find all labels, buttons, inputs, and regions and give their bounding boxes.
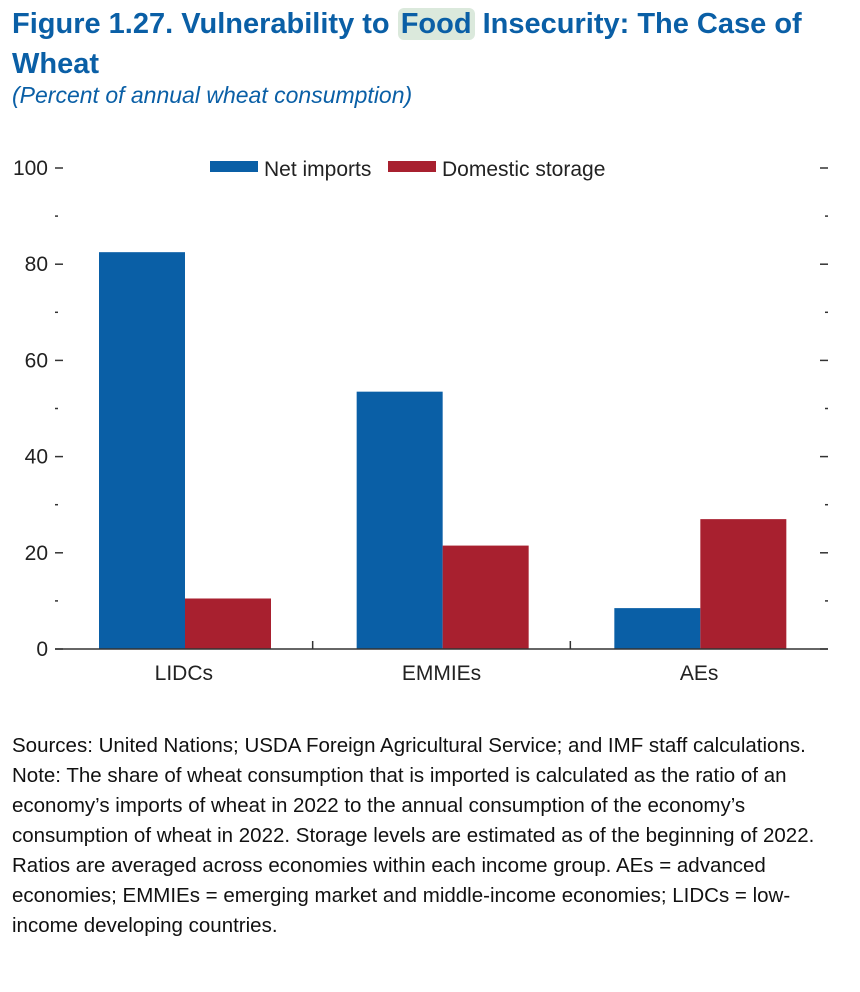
note-text: Note: The share of wheat consumption tha… (12, 764, 815, 937)
bar-net-imports-emmies (356, 391, 443, 649)
title-prefix: Figure 1.27. Vulnerability to (12, 8, 398, 40)
bar-chart: 0 20 40 60 80 100 LIDCs EMMIEs AEs Net imports Dom… (13, 157, 828, 685)
x-tick-label: EMMIEs (402, 662, 481, 685)
legend-swatch-net-imports (210, 161, 258, 172)
legend-swatch-domestic-storage (388, 161, 436, 172)
bar-net-imports-lidcs (99, 252, 185, 650)
figure-subtitle: (Percent of annual wheat consumption) (12, 82, 413, 108)
title-suffix: Insecurity: The Case of Wheat (12, 8, 802, 80)
figure-notes: Sources: United Nations; USDA Foreign Ag… (12, 731, 842, 941)
legend-label: Net imports (264, 158, 371, 181)
legend-label: Domestic storage (442, 158, 605, 181)
figure-title: Figure 1.27. Vulnerability to Food Insec… (12, 4, 842, 84)
x-tick-label: AEs (680, 662, 719, 685)
bar-net-imports-aes (614, 608, 701, 649)
y-tick-label: 80 (25, 253, 48, 276)
sources-text: Sources: United Nations; USDA Foreign Ag… (12, 734, 806, 757)
bar-domestic-storage-lidcs (185, 598, 271, 649)
x-tick-label: LIDCs (155, 662, 213, 685)
bar-domestic-storage-emmies (442, 545, 529, 649)
y-tick-label: 40 (25, 446, 48, 469)
y-tick-label: 0 (36, 638, 48, 661)
y-tick-label: 100 (13, 157, 48, 180)
bar-domestic-storage-aes (700, 519, 787, 649)
y-tick-label: 60 (25, 349, 48, 372)
y-tick-label: 20 (25, 542, 48, 565)
title-highlight: Food (397, 8, 475, 40)
